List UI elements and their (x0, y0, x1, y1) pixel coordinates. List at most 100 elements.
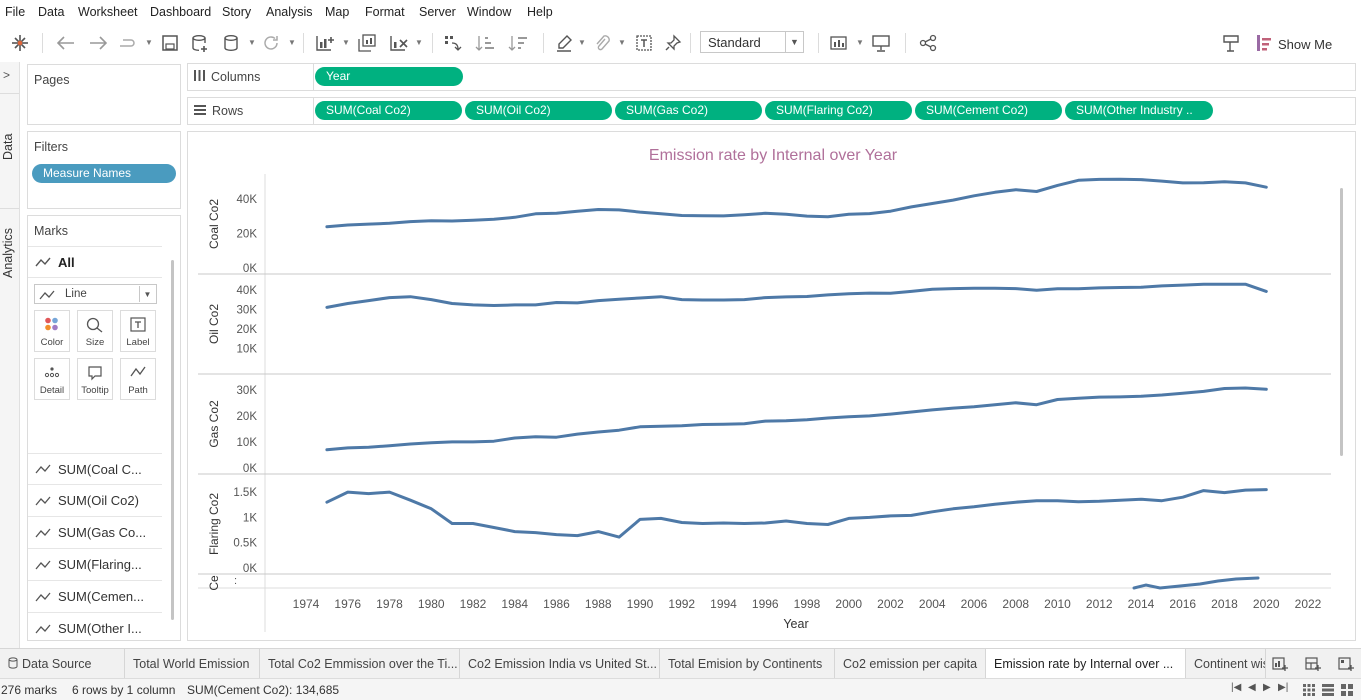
marks-measure-flaring[interactable]: SUM(Flaring... (28, 549, 162, 581)
tableau-logo-icon[interactable] (9, 32, 31, 54)
marks-measure-oil[interactable]: SUM(Oil Co2) (28, 485, 162, 517)
presenter-icon[interactable] (1220, 32, 1242, 54)
filmstrip-view-icon[interactable] (1341, 684, 1353, 699)
marks-measure-label: SUM(Gas Co... (58, 525, 147, 540)
sheet-tab[interactable]: Continent wis (1186, 649, 1266, 679)
sheet-tab[interactable]: Total Co2 Emmission over the Ti... (260, 649, 460, 679)
last-page-icon[interactable]: ▶| (1278, 682, 1289, 693)
tab-data-source[interactable]: Data Source (0, 649, 125, 679)
sheet-tab[interactable]: Co2 emission per capita (835, 649, 986, 679)
chart-view[interactable]: Emission rate by Internal over Year Coal … (187, 131, 1356, 641)
color-card[interactable]: Color (34, 310, 70, 352)
y-tick-label: 40K (237, 285, 258, 297)
sheet-tab-active[interactable]: Emission rate by Internal over ... (986, 649, 1186, 679)
marks-all-row[interactable]: All (28, 246, 162, 278)
path-card[interactable]: Path (120, 358, 156, 400)
series-line-flaring-co2 (325, 488, 1268, 539)
new-worksheet-icon[interactable] (1272, 656, 1288, 675)
back-icon[interactable] (55, 32, 77, 54)
y-tick-label: 10K (237, 343, 258, 355)
share-icon[interactable] (917, 32, 939, 54)
group-icon[interactable] (591, 32, 613, 54)
menu-help[interactable]: Help (527, 5, 553, 19)
new-dashboard-icon[interactable] (1305, 656, 1321, 675)
sort-ascending-icon[interactable] (474, 32, 496, 54)
redo-icon[interactable] (117, 32, 139, 54)
tooltip-card[interactable]: Tooltip (77, 358, 113, 400)
new-story-icon[interactable] (1338, 656, 1354, 675)
duplicate-sheet-icon[interactable] (356, 32, 378, 54)
grid-view-icon[interactable] (1303, 684, 1315, 699)
save-icon[interactable] (159, 32, 181, 54)
menu-dashboard[interactable]: Dashboard (150, 5, 212, 19)
show-cards-icon[interactable] (830, 32, 852, 54)
row-pill[interactable]: SUM(Gas Co2) (615, 101, 762, 120)
x-tick-label: 2000 (835, 597, 862, 611)
marks-measure-other[interactable]: SUM(Other I... (28, 613, 162, 640)
label-card-label: Label (126, 337, 150, 348)
row-pill[interactable]: SUM(Coal Co2) (315, 101, 462, 120)
sheet-tab[interactable]: Co2 Emission India vs United St... (460, 649, 660, 679)
label-icon[interactable] (633, 32, 655, 54)
next-page-icon[interactable]: ▶ (1263, 682, 1271, 693)
tab-data[interactable]: Data (1, 133, 15, 160)
sort-descending-icon[interactable] (507, 32, 529, 54)
refresh-icon[interactable] (260, 32, 282, 54)
menu-file[interactable]: File (5, 5, 26, 19)
detail-card[interactable]: Detail (34, 358, 70, 400)
pages-card[interactable]: Pages (27, 64, 181, 125)
row-pill[interactable]: SUM(Cement Co2) (915, 101, 1062, 120)
datasource-icon[interactable] (220, 32, 242, 54)
fit-select[interactable]: Standard ▼ (700, 31, 804, 53)
menu-worksheet[interactable]: Worksheet (78, 5, 138, 19)
menu-data[interactable]: Data (38, 5, 65, 19)
marks-measure-gas[interactable]: SUM(Gas Co... (28, 517, 162, 549)
y-tick-label: 30K (237, 304, 258, 316)
marks-scrollbar[interactable] (171, 260, 174, 620)
menu-window[interactable]: Window (467, 5, 512, 19)
sheet-tab[interactable]: Total World Emission (125, 649, 260, 679)
rows-shelf[interactable]: Rows SUM(Coal Co2) SUM(Oil Co2) SUM(Gas … (187, 97, 1356, 125)
series-line-cement-partial (1132, 576, 1260, 590)
chart-scrollbar[interactable] (1340, 188, 1343, 456)
tab-analytics[interactable]: Analytics (1, 227, 15, 278)
tooltip-card-label: Tooltip (81, 385, 109, 396)
marks-measure-label: SUM(Coal C... (58, 461, 142, 477)
series-line-oil-co2 (325, 282, 1268, 309)
list-view-icon[interactable] (1322, 684, 1334, 699)
expand-panel-icon[interactable]: > (3, 68, 11, 82)
sheet-tab[interactable]: Total Emision by Continents (660, 649, 835, 679)
row-pill[interactable]: SUM(Other Industry .. (1065, 101, 1213, 120)
label-card[interactable]: Label (120, 310, 156, 352)
forward-icon[interactable] (87, 32, 109, 54)
y-tick-label: 30K (237, 385, 258, 397)
menu-format[interactable]: Format (365, 5, 405, 19)
menu-story[interactable]: Story (222, 5, 252, 19)
size-card[interactable]: Size (77, 310, 113, 352)
clear-sheet-icon[interactable] (388, 32, 410, 54)
swap-icon[interactable] (442, 32, 464, 54)
x-tick-label: 2006 (961, 597, 988, 611)
menu-server[interactable]: Server (419, 5, 456, 19)
y-tick-label: 20K (237, 411, 258, 423)
column-pill-year[interactable]: Year (315, 67, 463, 86)
menu-map[interactable]: Map (325, 5, 350, 19)
first-page-icon[interactable]: |◀ (1231, 682, 1242, 693)
color-dots-icon (35, 317, 69, 331)
filter-pill-measure-names[interactable]: Measure Names (32, 164, 176, 183)
new-worksheet-icon[interactable] (314, 32, 336, 54)
pin-icon[interactable] (662, 32, 684, 54)
new-datasource-icon[interactable] (189, 32, 211, 54)
marks-measure-coal[interactable]: SUM(Coal C... (28, 453, 162, 485)
prev-page-icon[interactable]: ◀ (1248, 682, 1256, 693)
show-me-button[interactable]: Show Me (1256, 34, 1332, 55)
menu-analysis[interactable]: Analysis (266, 5, 313, 19)
row-pill[interactable]: SUM(Oil Co2) (465, 101, 612, 120)
presentation-icon[interactable] (870, 32, 892, 54)
row-pill[interactable]: SUM(Flaring Co2) (765, 101, 912, 120)
marks-measure-cement[interactable]: SUM(Cemen... (28, 581, 162, 613)
highlight-icon[interactable] (553, 32, 575, 54)
columns-shelf[interactable]: Columns Year (187, 63, 1356, 91)
filters-card[interactable]: Filters Measure Names (27, 131, 181, 209)
mark-type-select[interactable]: Line ▼ (34, 284, 157, 304)
